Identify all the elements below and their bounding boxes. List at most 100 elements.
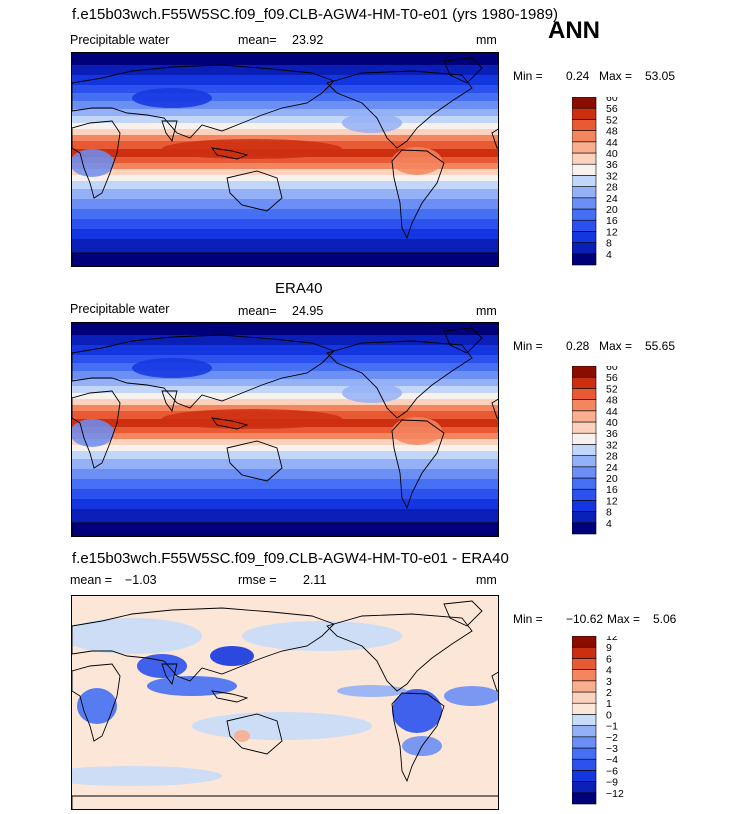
panel1-field-band (72, 219, 498, 230)
panel3-min-value: −10.62 (566, 612, 604, 626)
panel1-field-band (72, 157, 498, 164)
panel3-field-anomaly (192, 712, 372, 740)
panel2-field-band (72, 323, 498, 336)
panel2-field-band (72, 479, 498, 490)
panel3-map-svg (72, 596, 498, 809)
panel1-colorbar-swatch (571, 219, 597, 232)
panel3-field-anomaly (210, 646, 254, 666)
panel3-rmse-value: 2.11 (303, 573, 327, 587)
panel1-field-band (72, 85, 498, 94)
panel2-coastline (326, 340, 473, 419)
panel1-colorbar-swatch (571, 107, 597, 120)
panel2-coastline (72, 390, 121, 469)
panel3-field-anomaly (137, 654, 187, 678)
panel2-units: mm (476, 304, 497, 318)
panel2-field-band (72, 433, 498, 440)
panel3-units: mm (476, 573, 497, 587)
panel3-coastline (391, 692, 445, 783)
panel3-coastline (211, 690, 249, 703)
panel1-field-band (72, 101, 498, 110)
panel2-mean-value: 24.95 (292, 304, 324, 318)
panel2-coastline (72, 334, 335, 409)
panel1-field-anomaly (72, 149, 114, 177)
panel3-colorbar-tick-label: −4 (606, 754, 618, 766)
panel1-colorbar-tick-label: 40 (606, 148, 618, 160)
panel2-colorbar-swatch (571, 477, 597, 490)
panel2-colorbar-tick-label: 28 (606, 451, 618, 463)
panel1-field-anomaly (342, 113, 402, 133)
panel2-colorbar-swatch (571, 365, 597, 378)
panel2-colorbar-tick-label: 40 (606, 417, 618, 429)
panel1-coastline (72, 64, 335, 139)
panel3-colorbar-tick-label: −3 (606, 743, 618, 755)
panel2-map (71, 322, 499, 537)
panel1-map (71, 52, 499, 267)
panel3-field-anomaly (77, 688, 117, 724)
panel2-colorbar-swatch (571, 432, 597, 445)
panel2-field-band (72, 427, 498, 434)
panel2-map-svg (72, 323, 498, 536)
panel2-colorbar-tick-label: 32 (606, 439, 618, 451)
panel1-field-anomaly (162, 139, 342, 159)
panel1-field-band (72, 123, 498, 130)
panel1-colorbar-tick-label: 60 (606, 97, 618, 104)
panel1-max-value: 53.05 (645, 69, 676, 83)
panel3-colorbar-tick-label: −1 (606, 721, 618, 733)
panel2-colorbar-tick-label: 36 (606, 428, 618, 440)
panel2-field-band (72, 379, 498, 387)
panel1-coastline (161, 120, 178, 143)
panel3-colorbar-tick-label: 2 (606, 687, 612, 699)
panel3-field-anomaly (72, 618, 202, 654)
panel2-field-band (72, 439, 498, 446)
panel1-max-label: Max = (599, 69, 633, 83)
panel2-colorbar-swatch (571, 455, 597, 468)
panel3-mean-label: mean = (70, 573, 113, 587)
panel1-colorbar-swatch (571, 152, 597, 165)
panel3-colorbar-tick-label: −6 (606, 765, 618, 777)
panel3-coastline (326, 613, 473, 692)
panel3-colorbar-tick-label: 3 (606, 676, 612, 688)
panel3-colorbar-tick-label: 1 (606, 698, 612, 710)
panel1-colorbar-swatch (571, 141, 597, 154)
panel1-field-band (72, 135, 498, 142)
panel1-field-band (72, 116, 498, 124)
panel2-field-band (72, 509, 498, 524)
panel2-colorbar-swatch (571, 444, 597, 456)
panel1-coastline (226, 170, 283, 212)
panel2-field-anomaly (342, 383, 402, 403)
panel1-field-band (72, 169, 498, 176)
panel3-coastline (72, 663, 121, 742)
panel1-colorbar-tick-label: 32 (606, 170, 618, 182)
panel3-field-anomaly (337, 685, 407, 697)
panel1-colorbar-tick-label: 28 (606, 182, 618, 194)
panel2-field-band (72, 345, 498, 356)
panel2-colorbar-tick-label: 24 (606, 462, 618, 474)
panel2-field-anomaly (162, 409, 342, 429)
panel2-colorbar-swatch (571, 399, 597, 412)
panel3-colorbar-tick-label: 0 (606, 709, 612, 721)
panel2-min-value: 0.28 (566, 339, 590, 353)
panel3-field-anomaly (72, 766, 222, 786)
panel2-field-band (72, 399, 498, 406)
panel2-colorbar-swatch (571, 421, 597, 434)
panel2-coastline (161, 390, 178, 413)
panel2-max-value: 55.65 (645, 339, 676, 353)
panel1-colorbar-swatch (571, 175, 597, 187)
panel1-field-anomaly (392, 147, 442, 175)
panel2-colorbar-tick-label: 16 (606, 484, 618, 496)
panel3-coastline (161, 663, 178, 686)
panel2-field-anomaly (132, 358, 212, 378)
panel1-coastline (72, 120, 121, 199)
panel3-colorbar-swatch (571, 691, 597, 704)
panel1-field-band (72, 175, 498, 182)
panel3-colorbar-tick-label: −9 (606, 777, 618, 789)
panel1-field-band (72, 53, 498, 66)
panel3-colorbar-swatch (571, 658, 597, 670)
panel1-field-band (72, 75, 498, 86)
panel2-field-band (72, 405, 498, 412)
panel2-field-band (72, 445, 498, 452)
panel1-colorbar-tick-label: 36 (606, 159, 618, 171)
panel1-mean-label: mean= (238, 33, 277, 47)
panel2-field-band (72, 371, 498, 380)
panel2-colorbar-tick-label: 48 (606, 395, 618, 407)
